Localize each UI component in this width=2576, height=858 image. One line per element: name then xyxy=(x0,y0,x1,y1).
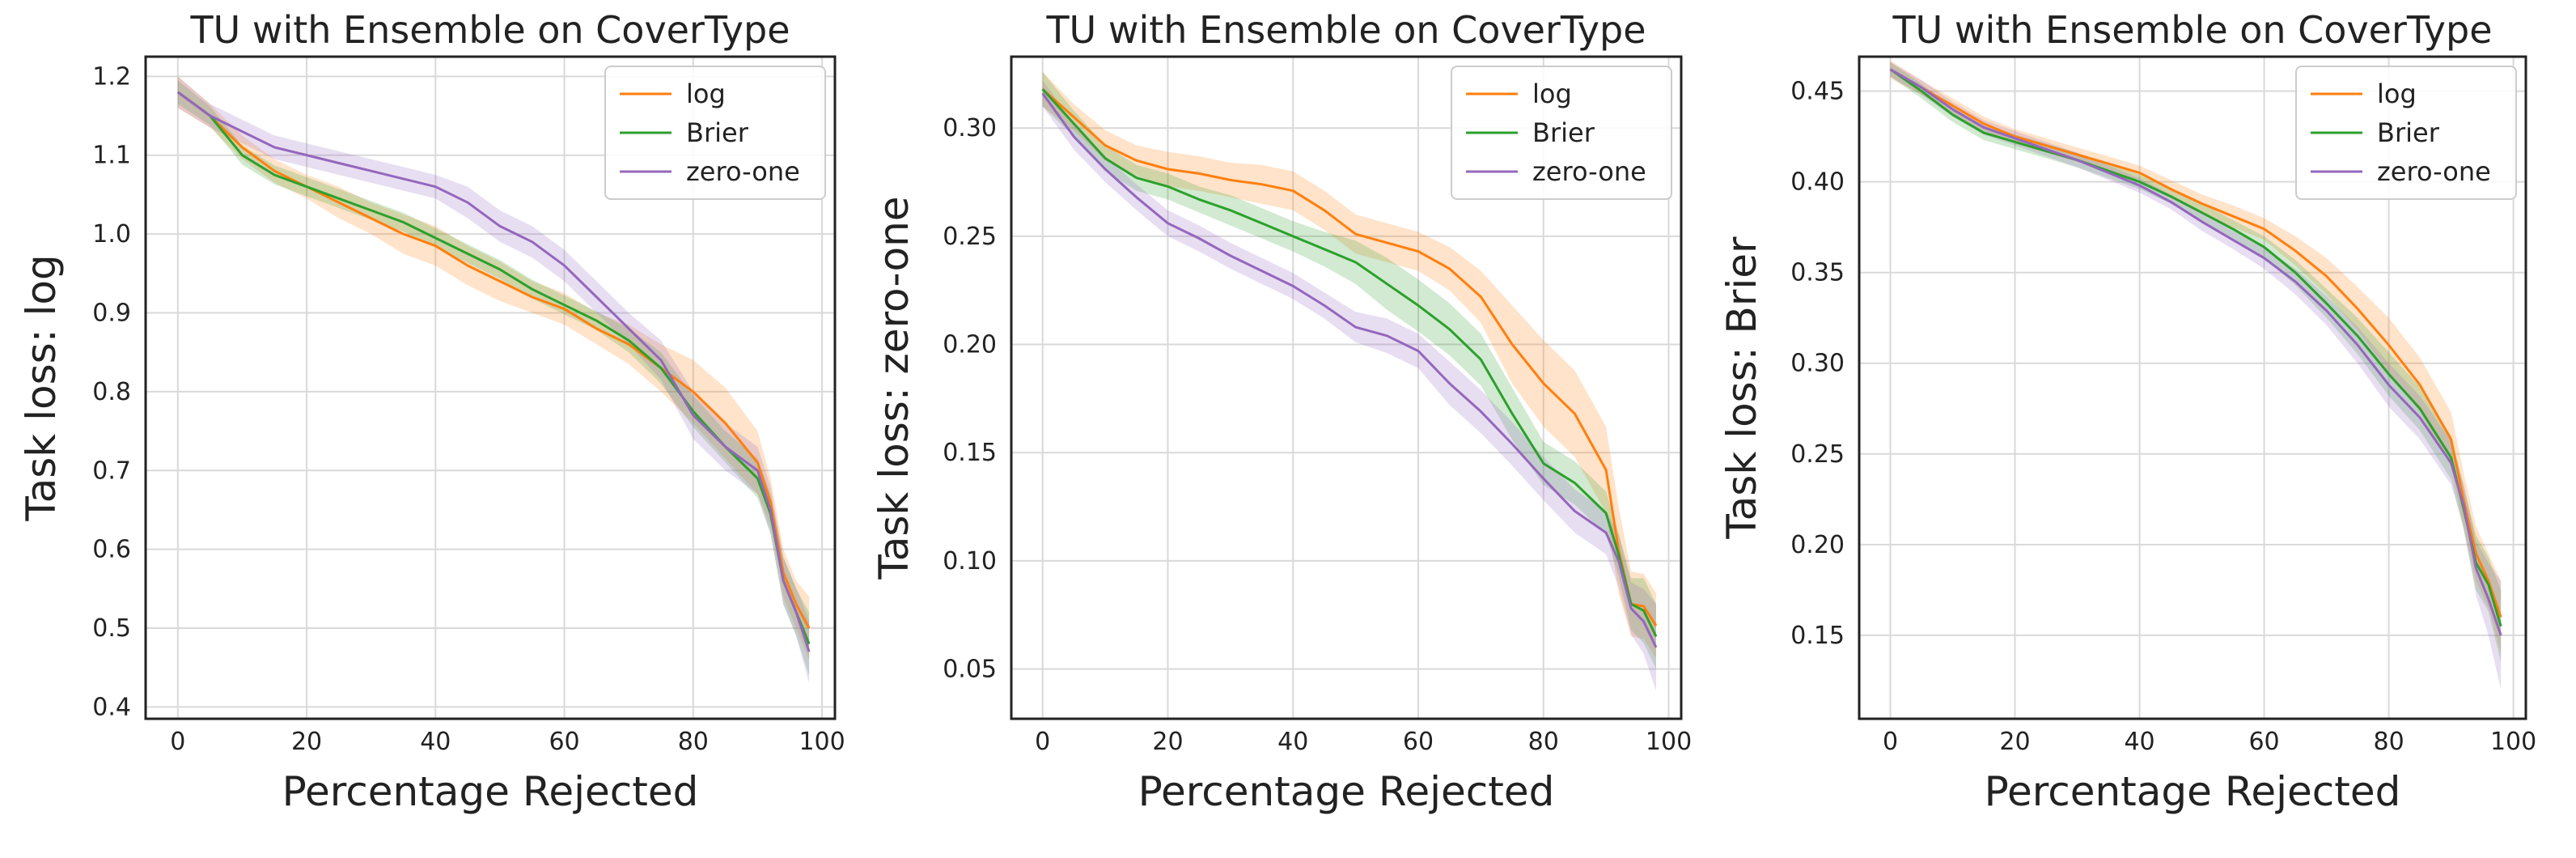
legend-box xyxy=(604,66,826,200)
series-band-zero-one xyxy=(1890,62,2502,690)
x-tick-label: 60 xyxy=(1403,728,1434,756)
series-line-log xyxy=(1889,68,2502,618)
series-band-log xyxy=(177,76,810,660)
legend: log Brier zero-one xyxy=(604,66,826,200)
y-tick-label: 0.30 xyxy=(943,114,997,142)
y-tick-label: 0.6 xyxy=(92,536,131,564)
axes-frame xyxy=(144,55,837,720)
y-axis-label: Task loss: log xyxy=(18,254,65,521)
legend-label-log: log xyxy=(2377,79,2417,109)
y-tick-label: 0.45 xyxy=(1790,78,1845,106)
y-tick-label: 0.10 xyxy=(943,547,997,576)
series-line-log xyxy=(1041,87,1658,627)
x-tick-label: 40 xyxy=(1277,728,1308,756)
chart-panel-1: 0 20 40 60 80 100 0.4 0.5 0.6 0.7 0.8 0.9 1.0 1.1 1.2 T… xyxy=(18,8,845,815)
series-band-log xyxy=(1042,71,1656,659)
legend-label-log: log xyxy=(686,79,726,109)
x-tick-label: 20 xyxy=(1152,728,1183,756)
x-axis-label: Percentage Rejected xyxy=(282,768,699,815)
legend-label-zero-one: zero-one xyxy=(686,156,800,187)
series-band-zero-one xyxy=(1042,80,1656,691)
series-line-zero-one xyxy=(1889,68,2502,636)
axes-frame xyxy=(1858,55,2527,720)
x-tick-label: 100 xyxy=(799,728,845,756)
chart-title: TU with Ensemble on CoverType xyxy=(189,8,790,52)
legend-label-brier: Brier xyxy=(1532,117,1595,148)
x-tick-label: 100 xyxy=(1646,728,1692,756)
y-tick-label: 1.0 xyxy=(92,220,131,248)
y-tick-label: 0.25 xyxy=(1790,440,1845,469)
series-line-brier xyxy=(176,91,811,645)
legend-label-brier: Brier xyxy=(686,117,749,148)
series-line-brier xyxy=(1041,88,1658,638)
series-line-log xyxy=(176,91,811,629)
series-line-zero-one xyxy=(1041,92,1658,648)
y-tick-label: 0.4 xyxy=(92,693,131,721)
legend: log Brier zero-one xyxy=(1451,66,1672,200)
series-band-log xyxy=(1890,60,2502,654)
x-tick-label: 0 xyxy=(1035,728,1050,756)
y-tick-label: 0.15 xyxy=(1790,622,1845,650)
legend-label-zero-one: zero-one xyxy=(2377,156,2491,187)
x-tick-label: 60 xyxy=(549,728,579,756)
x-tick-label: 20 xyxy=(291,728,322,756)
x-axis-label: Percentage Rejected xyxy=(1138,768,1555,815)
x-tick-label: 0 xyxy=(1883,728,1898,756)
y-tick-label: 0.20 xyxy=(943,331,997,359)
chart-title: TU with Ensemble on CoverType xyxy=(1045,8,1646,52)
y-tick-label: 0.35 xyxy=(1790,259,1845,287)
series-line-zero-one xyxy=(176,91,811,652)
series-band-zero-one xyxy=(177,76,810,684)
axes-frame xyxy=(1010,55,1683,720)
y-tick-label: 0.7 xyxy=(92,457,131,485)
legend-label-brier: Brier xyxy=(2377,117,2440,148)
y-tick-label: 0.15 xyxy=(943,439,997,467)
legend-box xyxy=(1451,66,1672,200)
y-tick-label: 0.40 xyxy=(1790,168,1845,197)
y-tick-label: 0.8 xyxy=(92,378,131,406)
chart-panel-2: 0 20 40 60 80 100 0.05 0.10 0.15 0.20 0.25 0.30 TU w… xyxy=(871,8,1692,815)
x-tick-label: 0 xyxy=(170,728,185,756)
x-tick-label: 40 xyxy=(2124,728,2154,756)
x-tick-label: 80 xyxy=(2373,728,2404,756)
y-axis-label: Task loss: zero-one xyxy=(871,196,917,580)
x-tick-label: 40 xyxy=(420,728,451,756)
chart-panel-3: 0 20 40 60 80 100 0.15 0.20 0.25 0.30 0.35 0.40 0.45… xyxy=(1718,8,2536,815)
x-tick-label: 80 xyxy=(1528,728,1559,756)
x-axis-label: Percentage Rejected xyxy=(1985,768,2401,815)
legend-label-zero-one: zero-one xyxy=(1532,156,1646,187)
y-axis-label: Task loss: Brier xyxy=(1718,236,1765,540)
y-tick-label: 0.9 xyxy=(92,299,131,327)
y-tick-label: 0.05 xyxy=(943,656,997,684)
y-tick-label: 0.30 xyxy=(1790,350,1845,378)
x-tick-label: 80 xyxy=(678,728,709,756)
legend-label-log: log xyxy=(1532,79,1572,109)
x-tick-label: 60 xyxy=(2248,728,2279,756)
legend-box xyxy=(2295,66,2517,200)
x-tick-label: 20 xyxy=(1999,728,2030,756)
x-tick-label: 100 xyxy=(2490,728,2536,756)
y-tick-label: 1.1 xyxy=(92,142,131,170)
y-tick-label: 0.5 xyxy=(92,614,131,643)
y-tick-label: 0.25 xyxy=(943,223,997,251)
y-tick-label: 0.20 xyxy=(1790,531,1845,559)
y-tick-label: 1.2 xyxy=(92,62,131,91)
legend: log Brier zero-one xyxy=(2295,66,2517,200)
chart-title: TU with Ensemble on CoverType xyxy=(1892,8,2492,52)
